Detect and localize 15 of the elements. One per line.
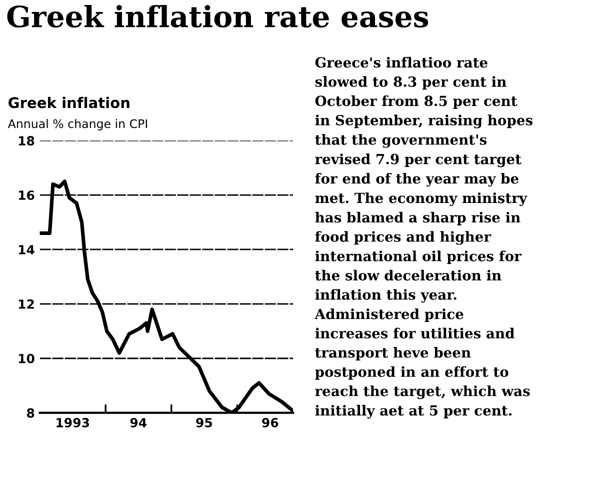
y-tick-label: 16 [18, 190, 34, 200]
chart-title: Greek inflation rate eases [7, 4, 428, 28]
chart-subtitle: Greek inflation [8, 96, 130, 108]
text: Greece's inflatioo rate slowed to 8.3 per cent in October from 8.5 per cent in September, raising hopes that the government's revised 7.9 per cent target for end of the year may be met. The economy ministry has blamed a sharp rise in food prices and higher international oil prices for the slow deceleration in inflation this year. Administered price increases for utilities and transport heve been postponed in an effort to reach the target, which was initially aet at 5 per cent. [314, 56, 533, 419]
x-tick-label: 1993 [56, 418, 90, 428]
y-tick-label: 10 [18, 354, 34, 364]
y-tick-label: 18 [18, 136, 34, 146]
x-tick-label: 95 [196, 418, 212, 428]
x-tick-label: 94 [130, 418, 147, 428]
y-tick-label: 12 [18, 299, 34, 309]
x-tick-label: 96 [262, 418, 278, 428]
y-tick-label: 14 [18, 245, 34, 254]
y-tick-label: 8 [27, 408, 34, 418]
line-series [40, 180, 294, 413]
y-axis-title: Annual % change in CPI [8, 119, 147, 130]
